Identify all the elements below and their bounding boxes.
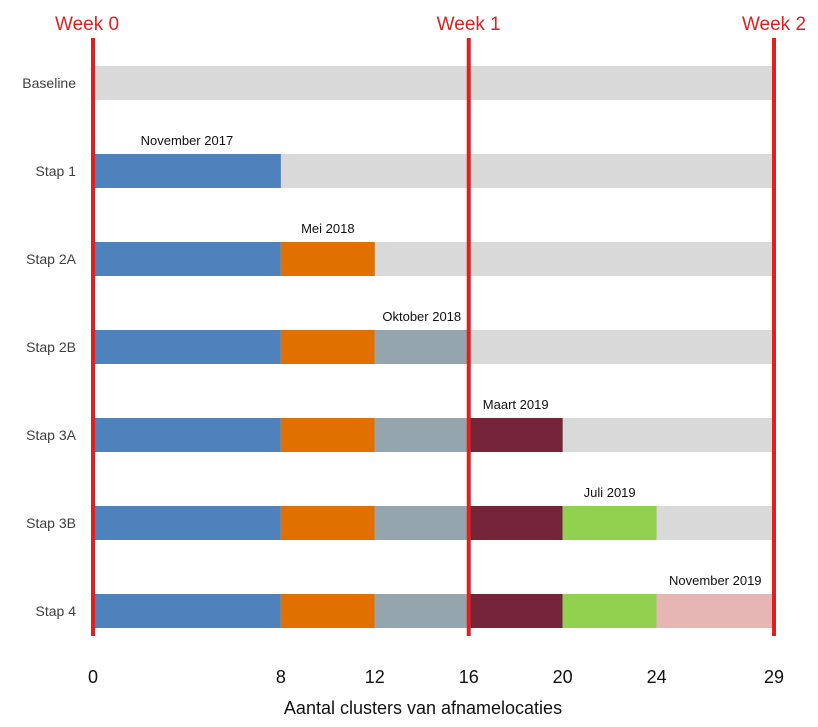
- x-axis-title: Aantal clusters van afnamelocaties: [284, 698, 562, 718]
- x-tick-29: 29: [764, 667, 784, 687]
- category-label-stap-4: Stap 4: [36, 603, 77, 619]
- category-label-stap-2b: Stap 2B: [26, 339, 76, 355]
- category-label-stap-1: Stap 1: [36, 163, 77, 179]
- reference-label-week-1: Week 1: [437, 14, 501, 35]
- x-tick-12: 12: [365, 667, 385, 687]
- bar-segment-stap-4-s5: [562, 594, 657, 628]
- bar-segment-stap-4-s2: [280, 594, 375, 628]
- bar-segment-stap-3a-s3: [374, 418, 469, 452]
- x-tick-0: 0: [88, 667, 98, 687]
- bar-segment-stap-3b-s2: [280, 506, 375, 540]
- bar-segment-stap-3a-s4: [468, 418, 563, 452]
- category-label-stap-2a: Stap 2A: [26, 251, 76, 267]
- bar-segment-stap-3b-s1: [93, 506, 281, 540]
- bars-layer: [93, 66, 774, 628]
- category-label-stap-3b: Stap 3B: [26, 515, 76, 531]
- reference-lines: Week 0 Week 1 Week 2: [55, 14, 806, 636]
- annotations-layer: November 2017 Mei 2018 Oktober 2018 Maart 2…: [141, 133, 762, 588]
- bar-segment-stap-3b-s3: [374, 506, 469, 540]
- bar-segment-stap-2b-s3: [374, 330, 469, 364]
- category-label-baseline: Baseline: [22, 75, 76, 91]
- x-axis-ticks: 0 8 12 16 20 24 29: [88, 667, 784, 687]
- x-tick-8: 8: [276, 667, 286, 687]
- bar-segment-stap-1-s1: [93, 154, 281, 188]
- bar-segment-stap-3b-s5: [562, 506, 657, 540]
- annotation-november-2017: November 2017: [141, 133, 234, 148]
- annotation-oktober-2018: Oktober 2018: [382, 309, 461, 324]
- bar-segment-stap-3a-s2: [280, 418, 375, 452]
- bar-remainder-baseline: [93, 66, 774, 100]
- reference-label-week-2: Week 2: [742, 14, 806, 35]
- bar-segment-stap-4-s4: [468, 594, 563, 628]
- bar-segment-stap-3a-s1: [93, 418, 281, 452]
- annotation-maart-2019: Maart 2019: [483, 397, 549, 412]
- bar-segment-stap-4-s3: [374, 594, 469, 628]
- annotation-november-2019: November 2019: [669, 573, 762, 588]
- annotation-juli-2019: Juli 2019: [584, 485, 636, 500]
- bar-segment-stap-2b-s1: [93, 330, 281, 364]
- bar-segment-stap-2a-s2: [280, 242, 375, 276]
- bar-segment-stap-2a-s1: [93, 242, 281, 276]
- labels-layer: Baseline Stap 1 Stap 2A Stap 2B Stap 3A Stap …: [22, 75, 76, 619]
- annotation-mei-2018: Mei 2018: [301, 221, 354, 236]
- x-tick-20: 20: [553, 667, 573, 687]
- reference-label-week-0: Week 0: [55, 14, 119, 35]
- bar-segment-stap-3b-s4: [468, 506, 563, 540]
- bar-segment-stap-2b-s2: [280, 330, 375, 364]
- category-label-stap-3a: Stap 3A: [26, 427, 76, 443]
- bar-segment-stap-4-s1: [93, 594, 281, 628]
- bar-segment-stap-4-s6: [656, 594, 774, 628]
- x-tick-16: 16: [459, 667, 479, 687]
- x-tick-24: 24: [647, 667, 667, 687]
